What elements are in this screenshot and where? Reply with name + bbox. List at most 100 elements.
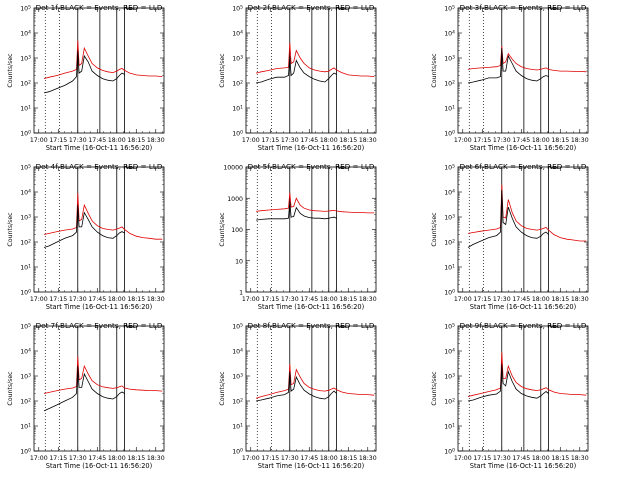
x-tick-label: 18:15 <box>339 137 357 144</box>
y-tick-label: 101 <box>232 104 243 113</box>
x-tick-label: 18:00 <box>108 296 126 303</box>
x-tick-label: 17:00 <box>30 455 48 462</box>
x-tick-label: 17:45 <box>88 137 106 144</box>
x-tick-label: 17:30 <box>493 455 511 462</box>
y-axis-label: Counts/sec <box>7 53 14 88</box>
x-tick-label: 18:00 <box>320 137 338 144</box>
x-tick-label: 18:30 <box>359 296 377 303</box>
panel-title: Det 2f BLACK = Events, RED = LLD <box>248 3 375 12</box>
panel-det-1: Det 1f BLACK = Events, RED = LLD Counts/s… <box>7 3 165 152</box>
y-axis-label: Counts/sec <box>219 212 226 247</box>
y-tick-label: 104 <box>232 347 243 356</box>
y-tick-label: 103 <box>444 372 455 381</box>
bracket-mark <box>126 323 134 328</box>
x-tick-label: 18:30 <box>571 137 589 144</box>
panel-det-7: Det 7f BLACK = Events, RED = LLD Counts/s… <box>7 321 165 470</box>
y-tick-label: 101 <box>20 104 31 113</box>
series-events-line <box>255 371 337 402</box>
y-axis-label: Counts/sec <box>7 212 14 247</box>
y-tick-label: 105 <box>232 4 243 13</box>
y-tick-label: 100 <box>20 447 31 456</box>
x-tick-label: 18:30 <box>359 455 377 462</box>
y-tick-label: 101 <box>20 263 31 272</box>
x-tick-label: 18:00 <box>320 296 338 303</box>
y-tick-label: 10 <box>235 258 243 265</box>
y-tick-label: 105 <box>444 4 455 13</box>
panel-det-9: Det 9f BLACK = Events, RED = LLD Counts/s… <box>431 321 589 470</box>
x-tick-label: 17:45 <box>512 455 530 462</box>
x-tick-label: 17:00 <box>242 455 260 462</box>
y-tick-label: 10000 <box>223 165 243 172</box>
y-axis-label: Counts/sec <box>219 371 226 406</box>
panel-title: Det 1f BLACK = Events, RED = LLD <box>36 3 163 12</box>
series-lld-line <box>255 364 375 399</box>
x-axis-label: Start Time (16-Oct-11 16:56:20) <box>46 303 152 311</box>
y-tick-label: 102 <box>20 397 31 406</box>
bracket-mark <box>550 323 558 328</box>
x-tick-label: 17:15 <box>49 137 67 144</box>
series-lld-line <box>467 184 587 242</box>
x-tick-label: 18:00 <box>532 137 550 144</box>
x-tick-label: 18:30 <box>147 137 165 144</box>
x-tick-label: 18:15 <box>127 296 145 303</box>
panel-det-3: Det 3f BLACK = Events, RED = LLD Counts/s… <box>431 3 589 152</box>
x-tick-label: 17:30 <box>281 296 299 303</box>
x-tick-label: 17:45 <box>300 296 318 303</box>
y-tick-label: 102 <box>20 79 31 88</box>
y-tick-label: 102 <box>232 79 243 88</box>
x-tick-label: 17:30 <box>69 455 87 462</box>
x-axis-label: Start Time (16-Oct-11 16:56:20) <box>470 303 576 311</box>
x-tick-label: 17:15 <box>261 296 279 303</box>
series-lld-line <box>43 193 163 240</box>
bracket-mark <box>550 5 558 10</box>
plot-frame <box>33 325 165 452</box>
y-tick-label: 100 <box>444 129 455 138</box>
series-lld-line <box>43 356 163 394</box>
y-tick-label: 100 <box>231 227 243 234</box>
x-tick-label: 18:30 <box>571 455 589 462</box>
x-axis-label: Start Time (16-Oct-11 16:56:20) <box>258 144 364 152</box>
y-tick-label: 103 <box>232 372 243 381</box>
y-tick-label: 104 <box>20 29 31 38</box>
x-tick-label: 17:15 <box>49 455 67 462</box>
panel-title: Det 4f BLACK = Events, RED = LLD <box>36 162 163 171</box>
panel-title: Det 5f BLACK = Events, RED = LLD <box>248 162 375 171</box>
x-tick-label: 17:00 <box>454 137 472 144</box>
x-tick-label: 18:30 <box>571 296 589 303</box>
x-tick-label: 18:00 <box>108 137 126 144</box>
y-axis-label: Counts/sec <box>431 371 438 406</box>
y-tick-label: 101 <box>232 422 243 431</box>
series-events-line <box>43 205 125 248</box>
y-tick-label: 105 <box>20 4 31 13</box>
x-tick-label: 18:00 <box>532 455 550 462</box>
panel-title: Det 6f BLACK = Events, RED = LLD <box>460 162 587 171</box>
y-axis-label: Counts/sec <box>431 53 438 88</box>
plot-frame <box>33 7 165 134</box>
y-tick-label: 101 <box>20 422 31 431</box>
y-tick-label: 105 <box>444 322 455 331</box>
series-events-line <box>467 189 549 248</box>
y-tick-label: 103 <box>232 54 243 63</box>
y-tick-label: 1 <box>239 290 243 297</box>
x-tick-label: 18:00 <box>532 296 550 303</box>
x-tick-label: 18:30 <box>359 137 377 144</box>
series-events-line <box>255 201 337 221</box>
plot-frame <box>33 166 165 293</box>
x-tick-label: 17:15 <box>49 296 67 303</box>
y-tick-label: 101 <box>444 104 455 113</box>
x-tick-label: 18:15 <box>127 455 145 462</box>
x-axis-label: Start Time (16-Oct-11 16:56:20) <box>258 462 364 470</box>
plot-frame <box>457 166 589 293</box>
y-axis-label: Counts/sec <box>431 212 438 247</box>
y-tick-label: 105 <box>20 163 31 172</box>
series-lld-line <box>255 42 375 77</box>
y-tick-label: 104 <box>444 29 455 38</box>
series-lld-line <box>43 40 163 79</box>
panel-det-6: Det 6f BLACK = Events, RED = LLD Counts/s… <box>431 162 589 311</box>
y-tick-label: 103 <box>444 54 455 63</box>
x-tick-label: 17:45 <box>88 296 106 303</box>
bracket-mark <box>550 164 558 169</box>
x-axis-label: Start Time (16-Oct-11 16:56:20) <box>470 144 576 152</box>
panel-det-5: Det 5f BLACK = Events, RED = LLD Counts/s… <box>219 162 377 311</box>
